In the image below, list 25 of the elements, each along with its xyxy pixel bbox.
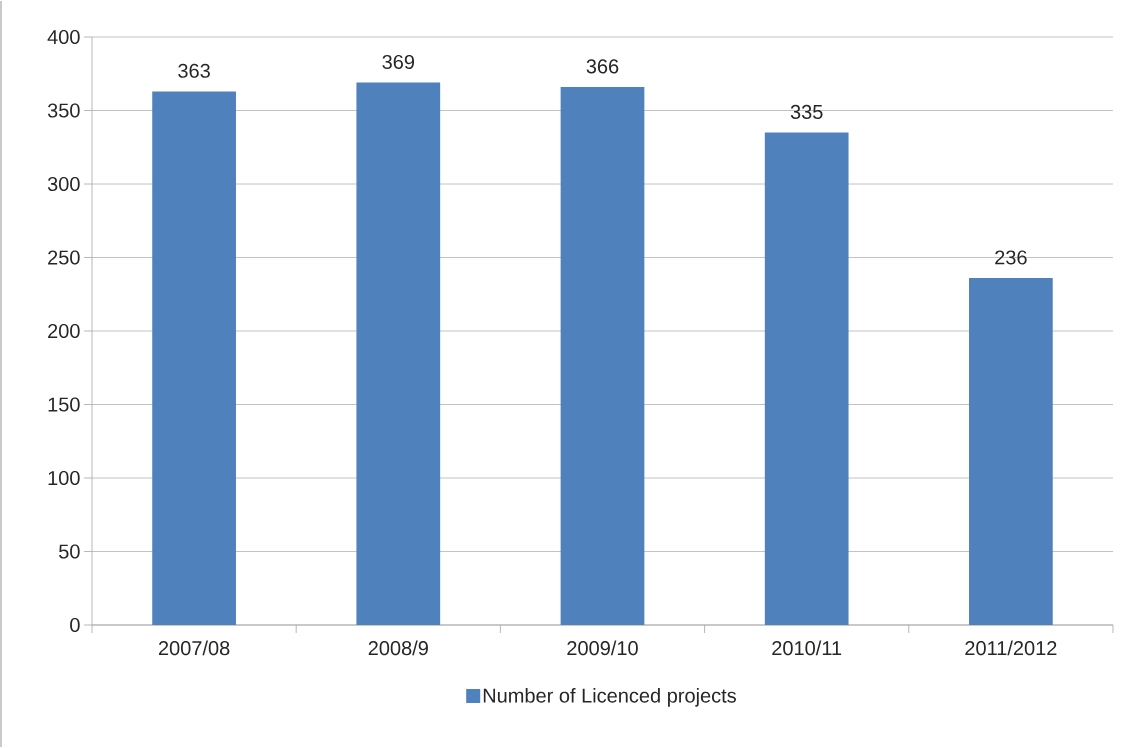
y-tick-label: 200 [48, 323, 80, 339]
y-tick-label: 250 [48, 250, 80, 265]
data-label: 335 [790, 104, 823, 120]
x-tick-label: 2010/11 [772, 640, 842, 656]
x-tick-label: 2008/9 [368, 640, 428, 656]
x-tick-label: 2011/2012 [965, 640, 1057, 656]
bar [969, 278, 1053, 625]
bar [560, 86, 645, 625]
legend-label: Number of Licenced projects [483, 688, 736, 707]
y-tick-label: 150 [48, 397, 80, 412]
data-label: 366 [586, 59, 619, 74]
y-tick-label: 300 [47, 176, 80, 192]
x-tick-label: 2007/08 [158, 640, 230, 656]
y-tick-label: 0 [70, 617, 80, 633]
data-label: 363 [178, 63, 210, 78]
bar [152, 91, 236, 625]
y-tick-label: 50 [59, 544, 80, 559]
y-tick-label: 400 [47, 29, 80, 45]
data-label: 236 [995, 250, 1027, 265]
y-tick-label: 100 [48, 470, 80, 486]
data-label: 369 [382, 54, 415, 70]
y-tick-label: 350 [47, 103, 80, 118]
bar [764, 132, 849, 625]
bar [356, 82, 441, 625]
x-tick-label: 2009/10 [567, 640, 638, 656]
